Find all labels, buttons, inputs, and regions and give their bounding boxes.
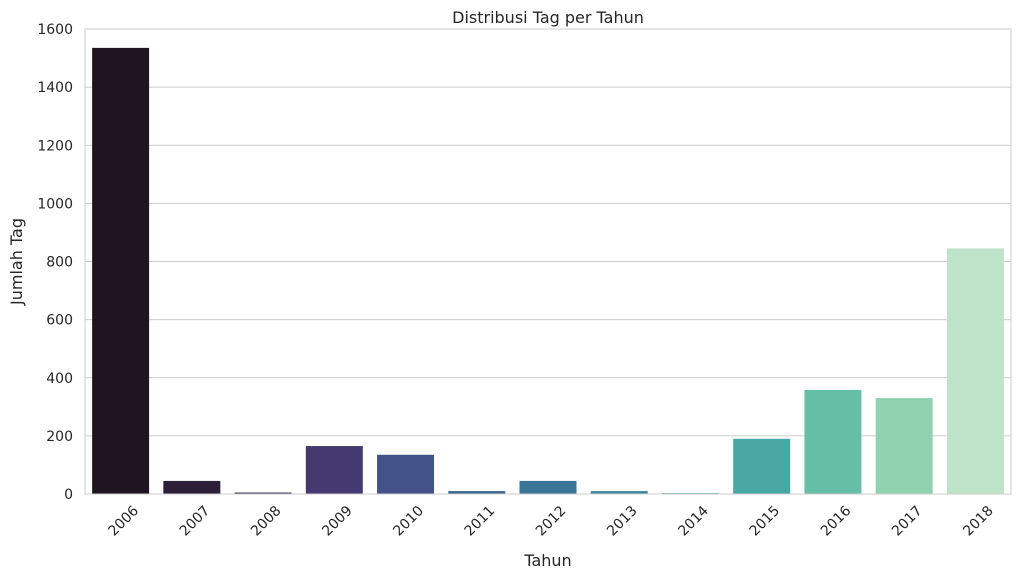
x-axis-title: Tahun (523, 551, 571, 570)
bar-2017 (875, 398, 933, 494)
x-tick-label: 2009 (319, 503, 356, 540)
x-tick-label: 2010 (390, 503, 427, 540)
bar-2013 (590, 491, 648, 494)
y-tick-label: 600 (46, 313, 73, 329)
y-axis-title: Jumlah Tag (7, 218, 26, 306)
y-tick-label: 1600 (37, 22, 73, 38)
bar-2016 (804, 389, 862, 494)
x-tick-labels: 2006 2007 2008 2009 2010 2011 2012 2013 2014 2015… (106, 503, 997, 540)
bar-2018 (946, 248, 1004, 494)
y-tick-labels: 0 200 400 600 800 1000 1200 1400 1600 (37, 22, 73, 503)
bars (92, 47, 1004, 494)
bar-2011 (448, 491, 506, 494)
x-tick-label: 2006 (106, 503, 143, 540)
x-tick-label: 2012 (533, 503, 570, 540)
x-tick-label: 2007 (177, 503, 214, 540)
x-tick-label: 2011 (462, 503, 499, 540)
y-tick-label: 1200 (37, 138, 73, 154)
plot-frame (84, 28, 1012, 495)
x-tick-label: 2016 (818, 503, 855, 540)
y-tick-label: 1000 (37, 196, 73, 212)
bar-2012 (519, 480, 577, 494)
bar-2007 (163, 480, 221, 494)
y-tick-label: 200 (46, 429, 73, 445)
gridlines (85, 28, 1011, 495)
x-tick-label: 2014 (675, 503, 712, 540)
chart-title: Distribusi Tag per Tahun (452, 8, 644, 27)
x-tick-label: 2015 (747, 503, 784, 540)
x-tick-label: 2018 (960, 503, 997, 540)
y-tick-label: 1400 (37, 80, 73, 96)
y-tick-label: 800 (46, 255, 73, 271)
x-tick-label: 2017 (889, 503, 926, 540)
bar-2006 (92, 47, 150, 494)
x-tick-label: 2013 (604, 503, 641, 540)
x-tick-label: 2008 (248, 503, 285, 540)
y-tick-label: 400 (46, 371, 73, 387)
bar-2010 (377, 454, 435, 494)
bar-2008 (234, 492, 292, 494)
bar-2015 (733, 438, 791, 494)
bar-2009 (305, 446, 363, 494)
y-tick-label: 0 (64, 487, 73, 503)
